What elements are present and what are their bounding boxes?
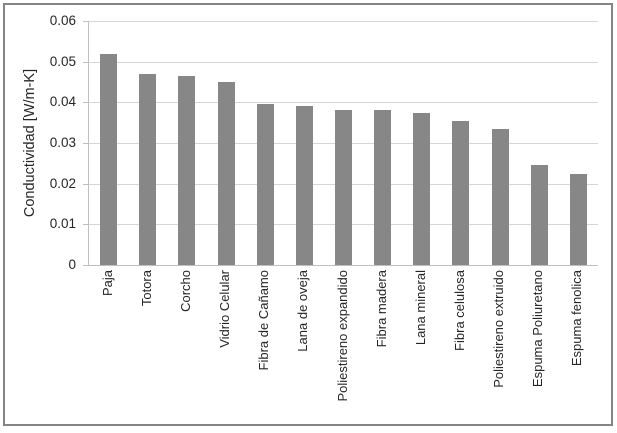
y-tick-mark bbox=[83, 224, 88, 226]
bar-totora bbox=[139, 73, 157, 265]
bar-fibra-de-cañamo bbox=[256, 104, 274, 265]
y-tick-mark bbox=[83, 102, 88, 104]
x-category-label-fibra-de-cañamo: Fibra de Cañamo bbox=[256, 270, 272, 371]
y-tick-label-0.06: 0.06 bbox=[49, 13, 76, 28]
x-category-label-totora: Totora bbox=[138, 270, 154, 307]
gridline-0.05 bbox=[89, 61, 598, 63]
bar-paja bbox=[100, 53, 118, 265]
x-category-label-fibra-madera: Fibra madera bbox=[373, 270, 389, 348]
y-tick-mark bbox=[83, 61, 88, 63]
y-tick-label-0.03: 0.03 bbox=[49, 135, 76, 150]
plot-area bbox=[88, 21, 598, 266]
x-category-label-espuma-fenolica: Espuma fenolica bbox=[569, 270, 585, 367]
bar-espuma-fenolica bbox=[569, 173, 587, 265]
x-category-label-lana-de-oveja: Lana de oveja bbox=[295, 270, 311, 352]
y-tick-label-0: 0 bbox=[68, 257, 76, 272]
bar-lana-de-oveja bbox=[295, 106, 313, 265]
bar-espuma-poliuretano bbox=[530, 165, 548, 265]
bar-fibra-celulosa bbox=[452, 120, 470, 265]
x-category-label-corcho: Corcho bbox=[177, 270, 193, 312]
y-tick-label-0.01: 0.01 bbox=[49, 216, 76, 232]
bar-corcho bbox=[178, 75, 196, 265]
bar-poliestireno-expandido bbox=[335, 110, 352, 265]
x-category-label-poliestireno-expandido: Poliestireno expandido bbox=[334, 270, 350, 402]
x-category-label-lana-mineral: Lana mineral bbox=[412, 270, 428, 346]
x-category-label-paja: Paja bbox=[99, 270, 115, 297]
y-tick-label-0.04: 0.04 bbox=[49, 94, 76, 110]
y-tick-mark bbox=[83, 143, 88, 144]
x-category-label-fibra-celulosa: Fibra celulosa bbox=[451, 270, 467, 351]
y-tick-mark bbox=[83, 21, 88, 22]
gridline-0.04 bbox=[89, 102, 598, 104]
bar-vidrio-celular bbox=[217, 82, 235, 265]
bar-poliestireno-extruido bbox=[491, 128, 509, 265]
x-category-label-espuma-poliuretano: Espuma Poliuretano bbox=[530, 270, 546, 388]
y-tick-label-0.02: 0.02 bbox=[49, 175, 76, 191]
y-tick-mark bbox=[83, 183, 88, 185]
x-category-label-vidrio-celular: Vidrio Celular bbox=[217, 270, 233, 348]
y-tick-label-0.05: 0.05 bbox=[49, 53, 76, 69]
gridline-0.06 bbox=[89, 21, 598, 22]
bar-fibra-madera bbox=[374, 110, 392, 265]
bar-lana-mineral bbox=[413, 112, 431, 265]
x-category-label-poliestireno-extruido: Poliestireno extruido bbox=[491, 270, 507, 388]
y-tick-mark bbox=[83, 265, 88, 266]
